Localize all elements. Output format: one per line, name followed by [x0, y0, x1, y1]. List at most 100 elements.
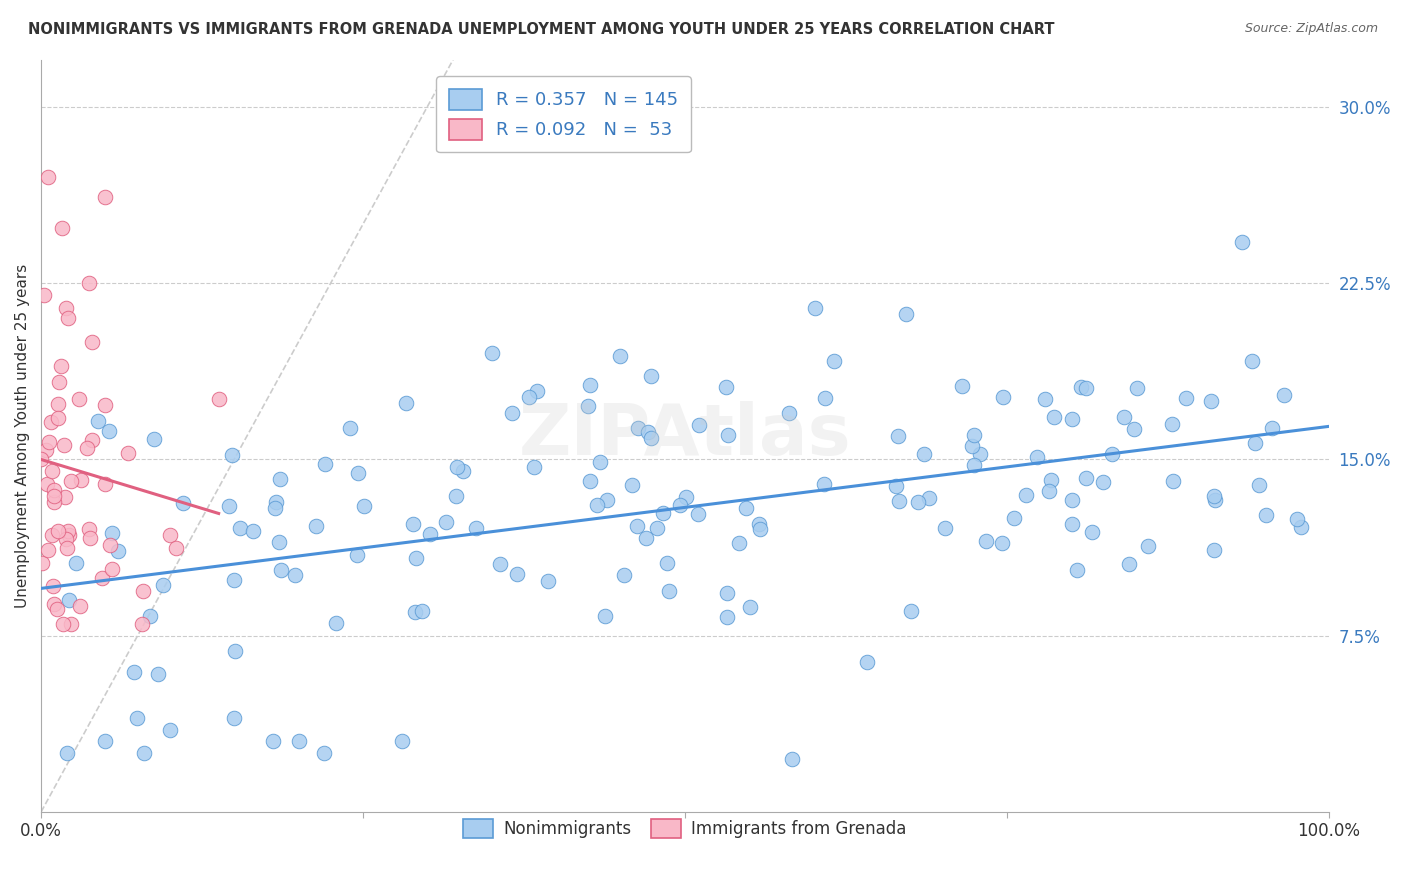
- Point: [688, 417, 710, 432]
- Point: [159, 527, 181, 541]
- Point: [657, 556, 679, 570]
- Point: [346, 467, 368, 481]
- Point: [609, 349, 631, 363]
- Point: [434, 515, 457, 529]
- Point: [53, 437, 76, 451]
- Point: [991, 536, 1014, 550]
- Point: [107, 544, 129, 558]
- Point: [1038, 484, 1060, 499]
- Point: [900, 604, 922, 618]
- Point: [269, 534, 291, 549]
- Point: [48, 524, 70, 539]
- Point: [228, 521, 250, 535]
- Point: [1160, 417, 1182, 431]
- Point: [117, 445, 139, 459]
- Point: [41, 579, 63, 593]
- Point: [41, 415, 63, 429]
- Point: [1070, 380, 1092, 394]
- Point: [41, 528, 63, 542]
- Point: [481, 346, 503, 360]
- Point: [131, 616, 153, 631]
- Point: [803, 301, 825, 316]
- Point: [1015, 488, 1038, 502]
- Point: [287, 734, 309, 748]
- Point: [31, 556, 53, 570]
- Point: [728, 536, 751, 550]
- Point: [1122, 422, 1144, 436]
- Point: [1254, 508, 1277, 523]
- Point: [1175, 392, 1198, 406]
- Point: [76, 442, 98, 456]
- Point: [221, 448, 243, 462]
- Point: [536, 574, 558, 588]
- Point: [51, 221, 73, 235]
- Point: [159, 723, 181, 737]
- Point: [1244, 435, 1267, 450]
- Point: [98, 424, 121, 438]
- Point: [98, 538, 121, 552]
- Point: [523, 459, 546, 474]
- Point: [146, 667, 169, 681]
- Point: [152, 577, 174, 591]
- Point: [32, 287, 55, 301]
- Point: [56, 311, 79, 326]
- Point: [411, 604, 433, 618]
- Point: [963, 428, 986, 442]
- Point: [1062, 411, 1084, 425]
- Point: [1092, 475, 1115, 490]
- Point: [122, 665, 145, 679]
- Point: [56, 524, 79, 538]
- Point: [325, 615, 347, 630]
- Point: [589, 455, 612, 469]
- Point: [222, 573, 245, 587]
- Point: [55, 301, 77, 315]
- Point: [446, 460, 468, 475]
- Point: [60, 474, 83, 488]
- Point: [651, 506, 673, 520]
- Point: [1025, 450, 1047, 465]
- Point: [501, 406, 523, 420]
- Point: [132, 746, 155, 760]
- Point: [748, 517, 770, 532]
- Point: [669, 499, 692, 513]
- Point: [950, 379, 973, 393]
- Point: [1118, 557, 1140, 571]
- Point: [1240, 353, 1263, 368]
- Point: [314, 746, 336, 760]
- Text: ZIPAtlas: ZIPAtlas: [519, 401, 851, 470]
- Point: [52, 616, 75, 631]
- Point: [94, 398, 117, 412]
- Point: [70, 473, 93, 487]
- Point: [640, 431, 662, 445]
- Point: [60, 616, 83, 631]
- Point: [394, 396, 416, 410]
- Point: [613, 567, 636, 582]
- Point: [716, 609, 738, 624]
- Point: [1204, 492, 1226, 507]
- Point: [446, 489, 468, 503]
- Point: [391, 734, 413, 748]
- Point: [1081, 524, 1104, 539]
- Point: [579, 377, 602, 392]
- Point: [77, 522, 100, 536]
- Point: [1039, 473, 1062, 487]
- Point: [735, 501, 758, 516]
- Point: [34, 443, 56, 458]
- Point: [242, 524, 264, 538]
- Point: [69, 599, 91, 613]
- Point: [749, 522, 772, 536]
- Point: [42, 489, 65, 503]
- Point: [579, 474, 602, 488]
- Point: [991, 390, 1014, 404]
- Point: [46, 410, 69, 425]
- Point: [595, 492, 617, 507]
- Point: [58, 593, 80, 607]
- Point: [1002, 511, 1025, 525]
- Point: [1161, 474, 1184, 488]
- Point: [1076, 471, 1098, 485]
- Point: [139, 608, 162, 623]
- Point: [125, 711, 148, 725]
- Point: [1062, 493, 1084, 508]
- Point: [1126, 381, 1149, 395]
- Point: [87, 414, 110, 428]
